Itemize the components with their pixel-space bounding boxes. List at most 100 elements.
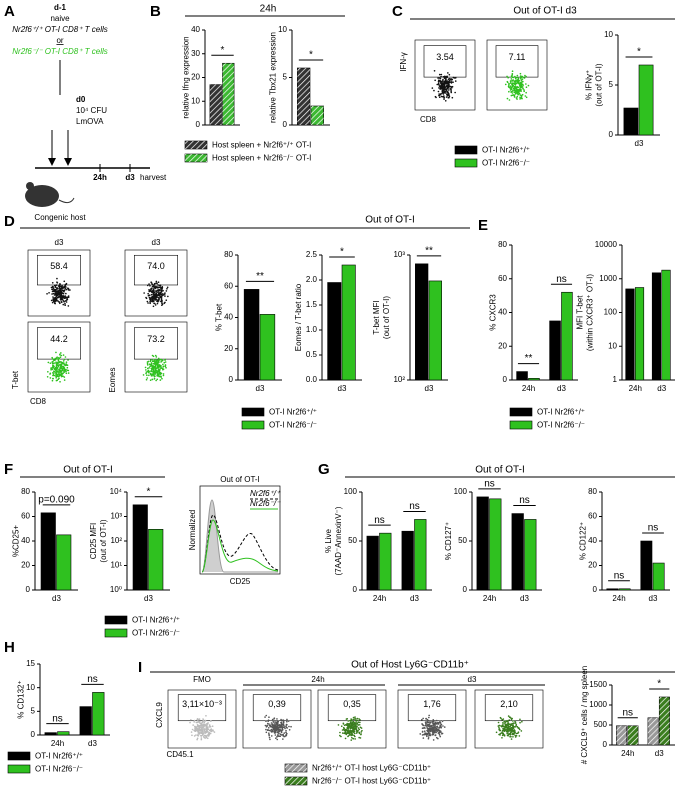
flow-gate — [177, 694, 227, 722]
flow-gate — [134, 254, 179, 286]
y-axis-label: T-bet MFI — [372, 300, 381, 334]
sig-label: * — [637, 47, 641, 58]
sig-label: ns — [648, 523, 659, 534]
y-tick-label: 10 — [278, 25, 287, 34]
bar — [625, 288, 635, 381]
legend-swatch — [104, 615, 128, 625]
y-tick-label: 100 — [604, 308, 618, 317]
legend-label: OT-I Nr2f6⁻/⁻ — [482, 159, 530, 168]
sig-label: ns — [556, 274, 567, 285]
legend-label: Host spleen + Nr2f6⁺/⁺ OT-I — [212, 141, 311, 150]
legend-label: Host spleen + Nr2f6⁻/⁻ OT-I — [212, 154, 311, 163]
label: Nr2f6⁺/⁺ OT-I CD8⁺ T cells — [12, 25, 108, 34]
y-tick-label: 60 — [21, 512, 30, 521]
y-axis-label: % Live — [324, 528, 333, 553]
sig-label: ns — [374, 515, 385, 526]
bar — [638, 64, 654, 136]
y-tick-label: 80 — [588, 487, 597, 496]
flow-axis-label: IFN-γ — [399, 52, 408, 72]
y-axis-label: % CD122⁺ — [579, 522, 588, 560]
y-tick-label: 500 — [594, 720, 608, 729]
x-tick-label: d3 — [144, 594, 153, 603]
y-tick-label: 40 — [498, 308, 507, 317]
gate-value: 73.2 — [147, 334, 165, 344]
bar — [634, 287, 645, 381]
y-tick-label: 0 — [503, 375, 508, 384]
y-axis-label: # CXCL9⁺ cells / mg spleen — [580, 666, 589, 765]
x-tick-label: 24h — [629, 384, 642, 393]
y-tick-label: 100 — [454, 487, 468, 496]
y-axis-label: relative Ifng expression — [182, 36, 191, 118]
mouse-icon — [25, 185, 59, 207]
y-tick-label: 40 — [21, 536, 30, 545]
x-tick-label: d3 — [557, 384, 566, 393]
bar — [489, 498, 502, 591]
legend-label: OT-I Nr2f6⁻/⁻ — [537, 421, 585, 430]
x-tick-label: d3 — [410, 594, 419, 603]
panel-letter: C — [392, 3, 403, 20]
y-tick-label: 10⁰ — [110, 585, 122, 594]
sig-label: ** — [256, 271, 264, 282]
legend-hatch — [185, 141, 207, 149]
y-tick-label: 5 — [31, 706, 36, 715]
sig-label: ns — [484, 479, 495, 490]
hist-wt — [201, 514, 279, 573]
y-axis-label: % T-bet — [215, 303, 224, 331]
y-tick-label: 1.5 — [306, 300, 318, 309]
sig-label: ** — [525, 353, 533, 364]
y-tick-label: 100 — [344, 487, 358, 496]
gate-value: 1,76 — [423, 699, 441, 709]
bar — [428, 280, 442, 381]
label: harvest — [140, 173, 167, 182]
bar — [524, 519, 537, 591]
label: or — [56, 36, 63, 45]
flow-header: d3 — [152, 238, 161, 247]
y-tick-label: 50 — [458, 536, 467, 545]
hist-axis-label: CD25 — [230, 577, 251, 586]
bar-hatch — [311, 106, 324, 125]
y-tick-label: 20 — [498, 341, 507, 350]
y-tick-label: 0 — [609, 130, 614, 139]
flow-header: d3 — [468, 675, 477, 684]
sig-label: * — [340, 247, 344, 258]
x-tick-label: d3 — [635, 139, 644, 148]
panel-letter: I — [138, 659, 142, 676]
bar-hatch — [222, 63, 235, 125]
x-tick-label: d3 — [657, 384, 666, 393]
bar — [79, 706, 92, 736]
flow-plot — [124, 321, 188, 393]
hist-legend: Nr2f6⁻/⁻ — [250, 499, 281, 508]
legend-hatch — [285, 777, 307, 785]
y-axis-label: relative Tbx21 expression — [269, 32, 278, 123]
flow-axis-label: CXCL9 — [155, 702, 164, 728]
y-tick-label: 40 — [588, 536, 597, 545]
y-axis-label: (out of OT-I) — [99, 519, 108, 562]
bar — [640, 540, 653, 591]
y-tick-label: 0 — [196, 120, 201, 129]
bar — [366, 535, 379, 591]
bar — [476, 496, 489, 591]
legend-swatch — [7, 751, 31, 761]
bar-hatch — [627, 725, 639, 745]
sig-label: ns — [519, 495, 530, 506]
bar — [516, 371, 528, 381]
bar — [606, 588, 619, 591]
flow-plot — [27, 321, 91, 393]
y-tick-label: 10² — [393, 375, 405, 384]
gate-value: 0,39 — [268, 699, 286, 709]
x-tick-label: 24h — [522, 384, 535, 393]
gate-value: 7.11 — [509, 52, 526, 62]
gate-value: 58.4 — [50, 261, 68, 271]
sig-label: ** — [425, 245, 433, 256]
flow-events — [46, 351, 70, 383]
flow-plot — [167, 689, 237, 749]
y-tick-label: 20 — [191, 73, 200, 82]
legend-label: Nr2f6⁺/⁺ OT-I host Ly6G⁻CD11b⁺ — [312, 764, 431, 773]
y-axis-label: Eomes / T-bet ratio — [294, 283, 303, 351]
legend-swatch — [241, 407, 265, 417]
y-tick-label: 10² — [110, 536, 122, 545]
flow-header: d3 — [55, 238, 64, 247]
y-tick-label: 60 — [588, 512, 597, 521]
sig-label: ns — [409, 501, 420, 512]
